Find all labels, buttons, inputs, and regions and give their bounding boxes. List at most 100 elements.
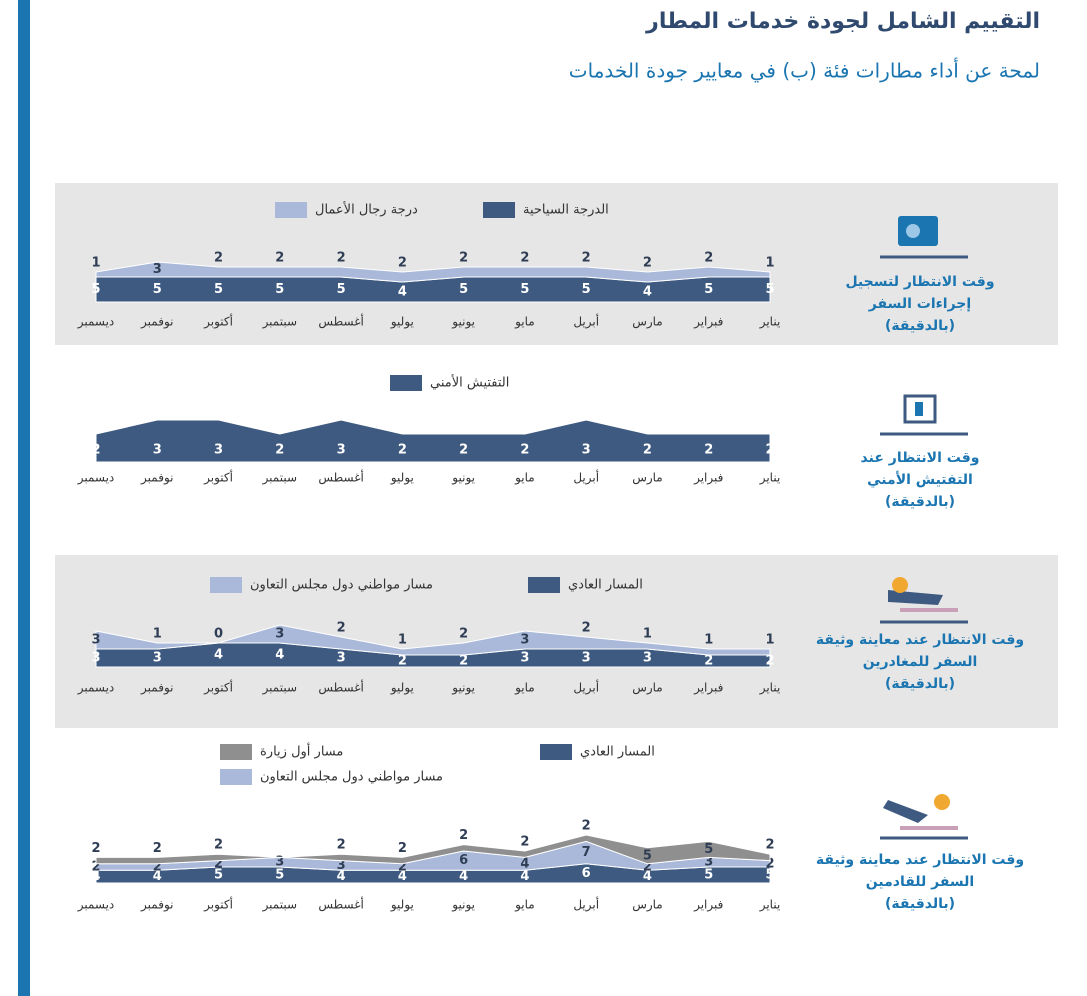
x-tick-label: يناير	[759, 898, 781, 913]
value-label: 2	[398, 443, 407, 458]
value-label: 3	[214, 443, 223, 458]
value-label: 4	[153, 869, 162, 884]
value-label: 2	[153, 841, 162, 856]
chart-title: (بالدقيقة)	[885, 896, 955, 912]
value-label: 3	[704, 855, 713, 870]
value-label: 5	[520, 282, 529, 297]
x-tick-label: أبريل	[573, 470, 599, 486]
value-label: 4	[214, 648, 223, 663]
value-label: 5	[153, 282, 162, 297]
value-label: 2	[275, 251, 284, 266]
value-label: 2	[459, 251, 468, 266]
value-label: 3	[520, 633, 529, 648]
legend-label: درجة رجال الأعمال	[315, 201, 418, 218]
value-label: 4	[520, 856, 529, 871]
value-label: 3	[153, 443, 162, 458]
value-label: 5	[704, 868, 713, 883]
x-tick-label: نوفمبر	[140, 681, 173, 696]
legend-swatch	[528, 577, 560, 593]
x-tick-label: نوفمبر	[140, 471, 173, 486]
value-label: 4	[398, 285, 407, 300]
value-label: 5	[275, 282, 284, 297]
value-label: 2	[337, 621, 346, 636]
x-tick-label: يونيو	[451, 898, 475, 913]
value-label: 2	[214, 251, 223, 266]
legend-swatch	[483, 202, 515, 218]
panel	[55, 183, 1058, 345]
value-label: 2	[459, 654, 468, 669]
x-tick-label: يوليو	[390, 898, 414, 913]
area	[95, 261, 771, 283]
value-label: 5	[765, 282, 774, 297]
value-label: 2	[765, 856, 774, 871]
value-label: 5	[704, 842, 713, 857]
x-tick-label: مارس	[632, 681, 663, 696]
area	[95, 624, 771, 656]
value-label: 5	[91, 282, 100, 297]
value-label: 2	[337, 838, 346, 853]
x-tick-label: يناير	[759, 681, 781, 696]
chart-title: السفر للمغادرين	[863, 654, 978, 670]
area	[95, 419, 771, 463]
legend-swatch	[275, 202, 307, 218]
value-label: 3	[582, 651, 591, 666]
x-tick-label: سبتمبر	[262, 471, 297, 486]
x-tick-label: مارس	[632, 315, 663, 330]
value-label: 4	[275, 648, 284, 663]
value-label: 5	[214, 868, 223, 883]
value-label: 2	[765, 654, 774, 669]
value-label: 2	[520, 443, 529, 458]
value-label: 5	[337, 282, 346, 297]
legend-label: مسار أول زيارة	[260, 743, 343, 760]
legend-swatch	[220, 769, 252, 785]
value-label: 1	[643, 627, 652, 642]
x-tick-label: أبريل	[573, 897, 599, 913]
value-label: 2	[275, 443, 284, 458]
value-label: 2	[459, 443, 468, 458]
value-label: 3	[153, 262, 162, 277]
value-label: 2	[704, 251, 713, 266]
legend-label: المسار العادي	[580, 745, 655, 760]
legend-label: الدرجة السياحية	[523, 203, 609, 218]
value-label: 3	[91, 651, 100, 666]
value-label: 5	[643, 848, 652, 863]
value-label: 4	[643, 285, 652, 300]
value-label: 2	[765, 838, 774, 853]
value-label: 0	[214, 627, 223, 642]
value-label: 5	[459, 282, 468, 297]
chart-title: وقت الانتظار عند	[861, 450, 980, 466]
x-tick-label: ديسمبر	[77, 471, 115, 486]
x-tick-label: أبريل	[573, 680, 599, 696]
x-tick-label: أبريل	[573, 314, 599, 330]
value-label: 3	[337, 651, 346, 666]
chart-title: وقت الانتظار لتسجيل	[845, 274, 994, 290]
legend-swatch	[220, 744, 252, 760]
x-tick-label: يوليو	[390, 471, 414, 486]
value-label: 1	[153, 627, 162, 642]
x-tick-label: أغسطس	[318, 897, 363, 913]
value-label: 4	[91, 869, 100, 884]
value-label: 3	[337, 443, 346, 458]
x-tick-label: أكتوبر	[203, 897, 233, 913]
x-tick-label: يوليو	[390, 315, 414, 330]
area	[95, 834, 771, 865]
value-label: 3	[275, 855, 284, 870]
x-tick-label: نوفمبر	[140, 898, 173, 913]
value-label: 2	[520, 251, 529, 266]
x-tick-label: سبتمبر	[262, 681, 297, 696]
legend-label: التفتيش الأمني	[430, 374, 509, 391]
x-tick-label: سبتمبر	[262, 898, 297, 913]
x-tick-label: يناير	[759, 471, 781, 486]
x-tick-label: فبراير	[693, 898, 723, 913]
value-label: 5	[582, 282, 591, 297]
chart-title: السفر للقادمين	[866, 874, 974, 890]
x-tick-label: أغسطس	[318, 314, 363, 330]
value-label: 2	[704, 654, 713, 669]
x-tick-label: أكتوبر	[203, 680, 233, 696]
value-label: 2	[91, 443, 100, 458]
value-label: 2	[582, 621, 591, 636]
chart-title: التفتيش الأمني	[867, 471, 973, 488]
value-label: 2	[704, 443, 713, 458]
value-label: 2	[398, 256, 407, 271]
